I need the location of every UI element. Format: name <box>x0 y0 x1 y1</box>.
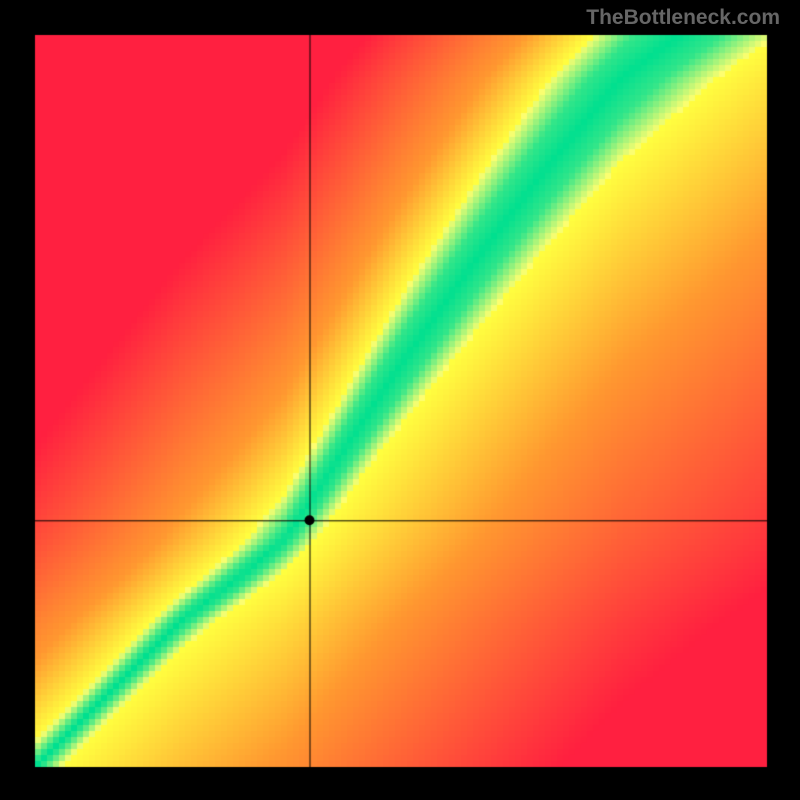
bottleneck-heatmap <box>0 0 800 800</box>
watermark-text: TheBottleneck.com <box>586 6 780 30</box>
